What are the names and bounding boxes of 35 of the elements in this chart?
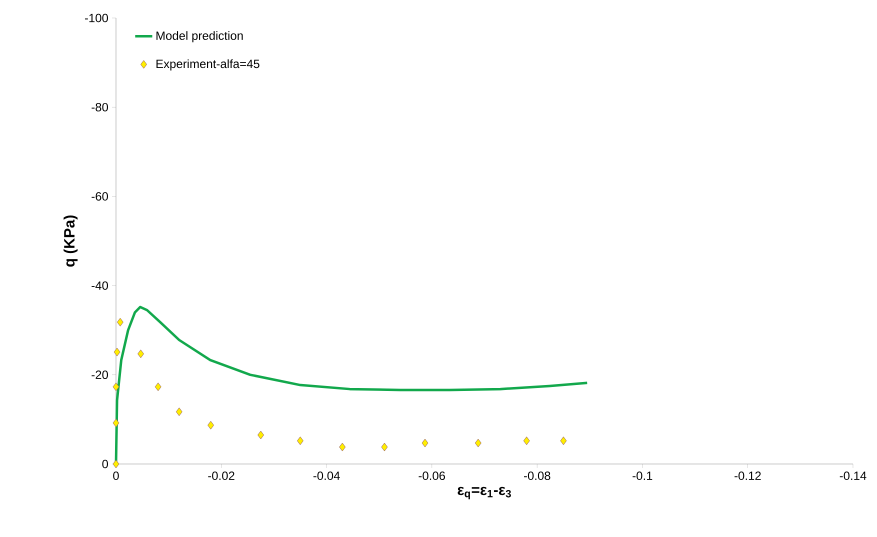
y-tick-label: 0 bbox=[102, 460, 108, 468]
point bbox=[137, 350, 144, 358]
point bbox=[297, 436, 304, 446]
y-tick-label: -60 bbox=[92, 192, 108, 201]
x-axis-title: ε$_{q}$=ε$_{1}$-ε$_{3}$ bbox=[458, 486, 511, 500]
y-axis-title: q (KPa) bbox=[64, 216, 78, 267]
point bbox=[560, 436, 567, 446]
point bbox=[339, 442, 346, 452]
x-tick-label: 0 bbox=[113, 472, 119, 480]
legend-label: Model prediction bbox=[156, 31, 243, 42]
point bbox=[154, 382, 162, 392]
y-tick-label: -80 bbox=[92, 102, 108, 112]
x-tick-label: -0.1 bbox=[632, 472, 652, 480]
x-tick-label: -0.02 bbox=[208, 472, 234, 480]
y-tick-label: -20 bbox=[92, 370, 108, 380]
y-tick-label: -40 bbox=[92, 281, 108, 290]
point bbox=[116, 318, 124, 326]
legend-label: Experiment-alfa=45 bbox=[156, 59, 260, 70]
x-tick-label: -0.12 bbox=[734, 472, 761, 480]
point bbox=[381, 442, 388, 452]
point bbox=[114, 348, 120, 356]
x-tick-label: -0.04 bbox=[313, 472, 340, 480]
point bbox=[474, 438, 482, 448]
point bbox=[176, 408, 182, 416]
point bbox=[523, 436, 530, 446]
point bbox=[112, 382, 120, 392]
x-tick-label: -0.14 bbox=[840, 472, 866, 480]
x-tick-label: -0.06 bbox=[418, 472, 445, 480]
point bbox=[112, 418, 120, 428]
x-tick-label: -0.08 bbox=[524, 472, 550, 480]
point bbox=[112, 460, 120, 468]
point bbox=[422, 438, 428, 448]
point bbox=[208, 420, 214, 430]
point bbox=[258, 430, 264, 440]
y-tick-label: -100 bbox=[84, 14, 108, 22]
